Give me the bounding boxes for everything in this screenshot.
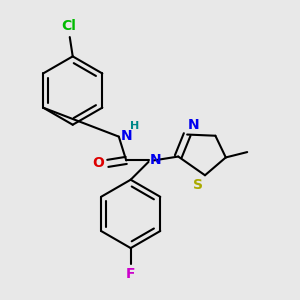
Text: F: F [126,267,135,281]
Text: O: O [92,156,104,170]
Text: S: S [194,178,203,192]
Text: H: H [130,121,139,131]
Text: N: N [150,152,162,167]
Text: N: N [188,118,200,132]
Text: Cl: Cl [61,19,76,33]
Text: N: N [120,129,132,143]
